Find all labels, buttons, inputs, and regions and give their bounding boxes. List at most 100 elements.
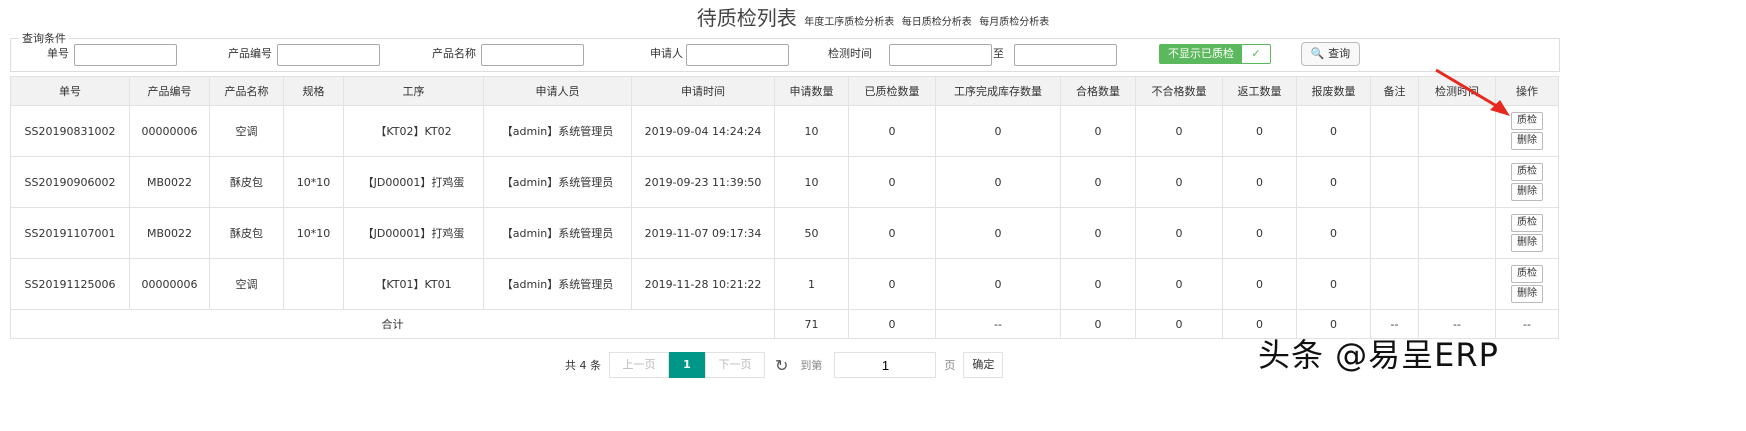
table-cell: 0 [1222, 258, 1297, 310]
total-cell: 0 [1296, 309, 1371, 339]
actions-cell: 质检 删除 [1495, 258, 1559, 310]
table-cell: 0 [1296, 258, 1371, 310]
order-no-input[interactable] [74, 44, 177, 66]
total-cell: 0 [1222, 309, 1297, 339]
table-cell: 0 [1296, 156, 1371, 208]
column-header: 已质检数量 [848, 76, 936, 106]
table-cell: 空调 [209, 105, 284, 157]
table-cell: 0 [1135, 258, 1223, 310]
label-product-code: 产品编号 [228, 47, 272, 60]
total-cell: 71 [774, 309, 849, 339]
table-cell: 【JD00001】打鸡蛋 [343, 207, 484, 259]
label-product-name: 产品名称 [432, 47, 476, 60]
page-unit: 页 [944, 359, 956, 372]
table-cell [1370, 156, 1419, 208]
actions-cell: 质检 删除 [1495, 156, 1559, 208]
inspect-time-end-input[interactable] [1014, 44, 1117, 66]
table-cell: 0 [1296, 105, 1371, 157]
delete-button[interactable]: 删除 [1511, 132, 1543, 150]
prev-page-button[interactable]: 上一页 [609, 352, 669, 378]
page-title: 待质检列表 [696, 6, 797, 30]
total-cell: -- [935, 309, 1061, 339]
search-button[interactable]: 🔍 查询 [1301, 42, 1360, 66]
table-cell [1370, 105, 1419, 157]
check-icon: ✓ [1251, 47, 1261, 60]
product-code-input[interactable] [277, 44, 380, 66]
table-cell [1418, 156, 1496, 208]
inspect-button[interactable]: 质检 [1511, 214, 1543, 232]
total-cell: 0 [1135, 309, 1223, 339]
table-cell: 【admin】系统管理员 [483, 258, 632, 310]
table-cell: 【KT02】KT02 [343, 105, 484, 157]
table-cell: MB0022 [129, 156, 210, 208]
refresh-icon[interactable]: ↻ [775, 355, 789, 375]
link-daily-analysis[interactable]: 每日质检分析表 [901, 17, 972, 28]
page-1-button[interactable]: 1 [669, 352, 705, 378]
label-order-no: 单号 [47, 47, 69, 60]
applicant-input[interactable] [686, 44, 789, 66]
table-cell: 【admin】系统管理员 [483, 156, 632, 208]
table-cell: 00000006 [129, 258, 210, 310]
hide-inspected-toggle[interactable]: 不显示已质检 ✓ [1159, 44, 1271, 64]
delete-button[interactable]: 删除 [1511, 183, 1543, 201]
table-cell [1370, 207, 1419, 259]
table-cell: 0 [935, 156, 1061, 208]
inspection-table: 单号 产品编号 产品名称 规格 工序 申请人员 申请时间 申请数量 已质检数量 工序完成库存数量合… [10, 76, 1559, 339]
table-cell [1370, 258, 1419, 310]
link-annual-analysis[interactable]: 年度工序质检分析表 [804, 17, 895, 28]
inspect-button[interactable]: 质检 [1511, 163, 1543, 181]
table-cell: 0 [848, 258, 936, 310]
link-monthly-analysis[interactable]: 每月质检分析表 [979, 17, 1050, 28]
delete-button[interactable]: 删除 [1511, 234, 1543, 252]
query-legend: 查询条件 [22, 32, 66, 45]
table-cell: 00000006 [129, 105, 210, 157]
table-cell [1418, 207, 1496, 259]
total-cell: 0 [1060, 309, 1136, 339]
product-name-input[interactable] [481, 44, 584, 66]
table-cell: 0 [1060, 258, 1136, 310]
column-header: 规格 [283, 76, 344, 106]
column-header: 合格数量 [1060, 76, 1136, 106]
goto-label: 到第 [800, 359, 823, 372]
actions-cell: 质检 删除 [1495, 207, 1559, 259]
total-label: 合计 [10, 309, 775, 339]
table-cell: 【admin】系统管理员 [483, 105, 632, 157]
red-arrow-annotation [1435, 68, 1510, 116]
inspect-button[interactable]: 质检 [1511, 112, 1543, 130]
label-applicant: 申请人 [650, 47, 683, 60]
table-cell: 0 [1135, 207, 1223, 259]
column-header: 工序 [343, 76, 484, 106]
column-header: 单号 [10, 76, 130, 106]
total-count: 共 4 条 [565, 359, 601, 372]
table-cell: 空调 [209, 258, 284, 310]
table-cell: 2019-11-07 09:17:34 [631, 207, 775, 259]
column-header: 申请时间 [631, 76, 775, 106]
table-cell: 0 [1296, 207, 1371, 259]
inspect-button[interactable]: 质检 [1511, 265, 1543, 283]
table-cell [1418, 258, 1496, 310]
table-cell: SS20191125006 [10, 258, 130, 310]
next-page-button[interactable]: 下一页 [705, 352, 765, 378]
column-header: 申请数量 [774, 76, 849, 106]
label-inspect-time: 检测时间 [828, 47, 872, 60]
watermark: 头条 @易呈ERP [1258, 336, 1499, 374]
table-cell: 10*10 [283, 207, 344, 259]
table-cell: 2019-09-23 11:39:50 [631, 156, 775, 208]
table-cell: 0 [848, 156, 936, 208]
column-header: 备注 [1370, 76, 1419, 106]
total-cell: -- [1418, 309, 1496, 339]
table-row: SS20190906002 MB0022 酥皮包 10*10 【JD00001】打鸡蛋【… [10, 156, 1559, 208]
table-cell: 10 [774, 105, 849, 157]
inspect-time-start-input[interactable] [889, 44, 992, 66]
column-header: 产品名称 [209, 76, 284, 106]
delete-button[interactable]: 删除 [1511, 285, 1543, 303]
table-cell: 10*10 [283, 156, 344, 208]
confirm-button[interactable]: 确定 [963, 352, 1004, 378]
table-cell: 0 [1222, 156, 1297, 208]
goto-page-input[interactable] [834, 352, 937, 378]
total-cell: -- [1495, 309, 1559, 339]
table-cell: 【KT01】KT01 [343, 258, 484, 310]
table-cell: 0 [1222, 207, 1297, 259]
table-cell: 0 [1060, 105, 1136, 157]
table-cell: 0 [1060, 207, 1136, 259]
